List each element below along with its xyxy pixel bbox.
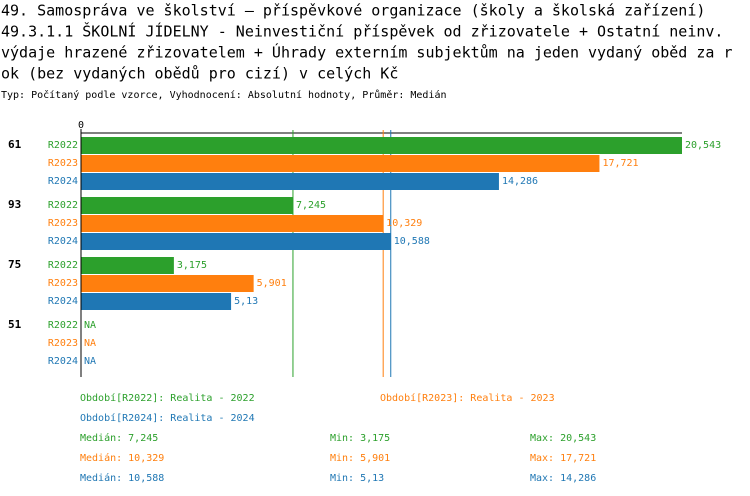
stat-name: Min:	[330, 473, 354, 484]
value-label: 20,543	[685, 140, 721, 151]
value-label: 17,721	[602, 158, 638, 169]
stat-value: 17,721	[560, 453, 596, 464]
series-label: R2022	[48, 320, 78, 331]
stat-value: 3,175	[360, 433, 390, 444]
stat-name: Medián:	[80, 432, 122, 444]
series-label: R2022	[48, 260, 78, 271]
title-line: 49. Samospráva ve školství – příspěvkové…	[1, 2, 705, 20]
stat-name: Min:	[330, 453, 354, 464]
stat-value: 5,901	[360, 453, 390, 464]
stat-value: 10,588	[128, 473, 164, 484]
stat-median: Medián: 10,329	[80, 452, 164, 464]
value-label: 14,286	[502, 176, 538, 187]
series-label: R2023	[48, 278, 78, 289]
bar	[81, 275, 254, 292]
group-label: 51	[8, 318, 22, 331]
legend-entry: Období[R2024]: Realita - 2024	[80, 412, 255, 424]
subtitle: Typ: Počítaný podle vzorce, Vyhodnocení:…	[1, 89, 447, 101]
value-label: 10,329	[386, 218, 422, 229]
bar	[81, 215, 384, 232]
series-label: R2024	[48, 236, 78, 247]
stat-name: Min:	[330, 433, 354, 444]
stat-min: Min: 5,901	[330, 453, 390, 464]
stat-max: Max: 17,721	[530, 453, 596, 464]
group-label: 93	[8, 198, 21, 211]
stat-median: Medián: 7,245	[80, 432, 158, 444]
stat-max: Max: 14,286	[530, 473, 596, 484]
bar	[81, 173, 499, 190]
bar	[81, 155, 600, 172]
stat-value: 14,286	[560, 473, 596, 484]
value-label: 10,588	[394, 236, 430, 247]
stat-name: Medián:	[80, 472, 122, 484]
title-line: ok (bez vydaných obědů pro cizí) v celýc…	[1, 65, 398, 83]
bar	[81, 197, 293, 214]
series-label: R2024	[48, 296, 78, 307]
series-label: R2022	[48, 140, 78, 151]
stat-name: Max:	[530, 433, 554, 444]
title-line: 49.3.1.1 ŠKOLNÍ JÍDELNY - Neinvestiční p…	[1, 22, 723, 41]
series-label: R2022	[48, 200, 78, 211]
bar	[81, 233, 391, 250]
series-label: R2024	[48, 356, 78, 367]
stat-max: Max: 20,543	[530, 433, 596, 444]
stat-name: Max:	[530, 473, 554, 484]
value-label: 5,901	[257, 278, 287, 289]
value-label: NA	[84, 338, 96, 349]
bar	[81, 137, 682, 154]
value-label: NA	[84, 356, 96, 367]
value-label: 5,13	[234, 296, 258, 307]
series-label: R2023	[48, 218, 78, 229]
series-label: R2023	[48, 338, 78, 349]
stat-min: Min: 5,13	[330, 473, 384, 484]
value-label: NA	[84, 320, 96, 331]
stat-value: 7,245	[128, 433, 158, 444]
value-label: 7,245	[296, 200, 326, 211]
value-label: 3,175	[177, 260, 207, 271]
group-label: 75	[8, 258, 21, 271]
stat-value: 10,329	[128, 453, 164, 464]
bar	[81, 257, 174, 274]
legend-entry: Období[R2023]: Realita - 2023	[380, 392, 555, 404]
stat-min: Min: 3,175	[330, 433, 390, 444]
series-label: R2024	[48, 176, 78, 187]
stat-name: Medián:	[80, 452, 122, 464]
x-tick-label: 0	[78, 120, 84, 131]
group-label: 61	[8, 138, 22, 151]
bar	[81, 293, 232, 310]
series-label: R2023	[48, 158, 78, 169]
stat-value: 20,543	[560, 433, 596, 444]
legend-entry: Období[R2022]: Realita - 2022	[80, 392, 255, 404]
stat-name: Max:	[530, 453, 554, 464]
title-line: výdaje hrazené zřizovatelem + Úhrady ext…	[1, 43, 733, 62]
stat-median: Medián: 10,588	[80, 472, 164, 484]
stat-value: 5,13	[360, 473, 384, 484]
